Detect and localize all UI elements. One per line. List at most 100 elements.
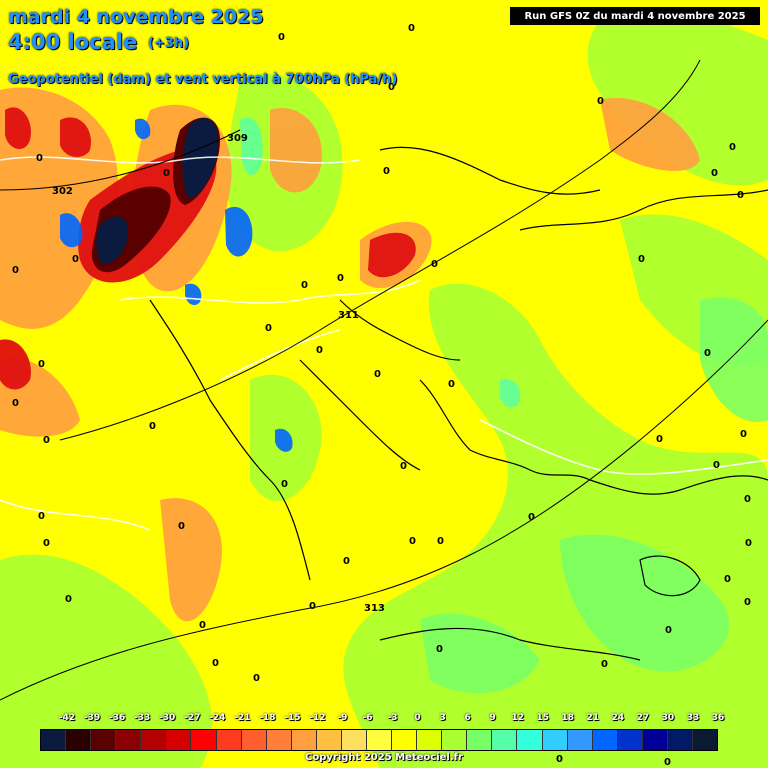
svg-text:0: 0 [43,538,50,549]
legend-swatch [617,730,643,750]
svg-text:0: 0 [664,757,671,768]
legend-tick: 0 [414,713,421,723]
legend-tick: 33 [686,713,700,723]
legend-tick: 12 [511,713,524,723]
legend-tick: 6 [464,713,471,723]
svg-text:0: 0 [163,168,170,179]
svg-text:0: 0 [437,536,444,547]
svg-text:0: 0 [745,538,752,549]
legend-swatch [467,730,493,750]
legend-tick: 36 [711,713,725,723]
svg-text:0: 0 [556,754,563,765]
legend-tick: -9 [337,713,348,723]
svg-text:0: 0 [38,359,45,370]
legend-swatch [442,730,468,750]
borders [0,156,768,531]
run-info-badge: Run GFS 0Z du mardi 4 novembre 2025 [510,7,760,25]
legend-swatch [667,730,694,750]
svg-text:0: 0 [383,166,390,177]
svg-text:0: 0 [744,494,751,505]
legend-tick: -33 [134,713,151,723]
svg-text:0: 0 [72,254,79,265]
legend-tick: 18 [561,713,575,723]
svg-text:0: 0 [65,594,72,605]
svg-text:0: 0 [212,658,219,669]
svg-text:0: 0 [316,345,323,356]
legend-swatch [316,730,342,750]
legend-swatch [367,730,393,750]
svg-text:0: 0 [265,323,272,334]
legend-swatch [392,730,418,750]
zero-labels: 0 0 0 0 0 0 0 0 0 0 0 0 0 0 0 0 0 0 0 0 … [12,23,752,768]
legend-tick: -6 [362,713,373,723]
svg-text:0: 0 [665,625,672,636]
legend-swatch [492,730,518,750]
legend-swatch [291,730,317,750]
svg-text:0: 0 [638,254,645,265]
svg-text:0: 0 [597,96,604,107]
legend-swatch [341,730,368,750]
svg-text:0: 0 [301,280,308,291]
map-title-date: mardi 4 novembre 2025 [8,6,264,28]
legend-tick: -21 [234,713,251,723]
svg-text:0: 0 [431,259,438,270]
isoline-label-311: 311 [338,310,359,321]
svg-text:0: 0 [713,460,720,471]
legend-swatch [266,730,292,750]
legend-swatch [116,730,142,750]
svg-text:0: 0 [436,644,443,655]
svg-text:0: 0 [253,673,260,684]
legend-tick: -36 [108,713,126,723]
legend-swatch [567,730,593,750]
map-title-time: 4:00 locale [8,30,138,54]
legend-tick: 30 [661,713,675,723]
legend-tick: 27 [636,713,650,723]
legend-swatch [216,730,242,750]
legend-tick: -15 [284,713,301,723]
isoline-label-313: 313 [364,603,385,614]
legend-tick: -3 [387,713,398,723]
svg-text:0: 0 [409,536,416,547]
svg-text:0: 0 [601,659,608,670]
legend-tick: 15 [536,713,549,723]
legend-swatch [166,730,192,750]
legend-tick: 21 [586,713,600,723]
legend-tick-labels: -42 -39 -36 -33 -30 -27 -24 -21 -18 -15 -12 -9 -6 -3 0… [40,713,724,727]
legend-tick: 9 [489,713,496,723]
legend-swatch [542,730,568,750]
coastlines [149,146,768,661]
map-title-offset: (+3h) [148,36,190,51]
svg-text:0: 0 [337,273,344,284]
legend-color-bar [40,729,718,751]
legend-swatch [693,730,718,750]
legend-swatch [41,730,67,750]
lightgreen-zones [420,297,768,694]
legend-tick: -42 [58,713,76,723]
svg-text:0: 0 [12,265,19,276]
svg-text:0: 0 [12,398,19,409]
legend-swatch [241,730,267,750]
legend-swatch [592,730,618,750]
legend-swatch [66,730,92,750]
legend-swatch [191,730,217,750]
svg-text:0: 0 [343,556,350,567]
svg-text:0: 0 [737,190,744,201]
map-parameter-title: Geopotentiel (dam) et vent vertical à 70… [8,72,398,87]
legend-swatch [642,730,668,750]
svg-text:0: 0 [704,348,711,359]
legend-tick: -24 [209,713,226,723]
svg-text:0: 0 [729,142,736,153]
svg-text:0: 0 [374,369,381,380]
legend-tick: 24 [611,713,625,723]
svg-text:0: 0 [38,511,45,522]
svg-text:0: 0 [281,479,288,490]
svg-text:0: 0 [656,434,663,445]
svg-text:0: 0 [400,461,407,472]
isoline-label-302: 302 [52,186,73,197]
svg-text:0: 0 [408,23,415,34]
svg-text:0: 0 [178,521,185,532]
svg-text:0: 0 [149,421,156,432]
svg-text:0: 0 [448,379,455,390]
svg-text:0: 0 [724,574,731,585]
